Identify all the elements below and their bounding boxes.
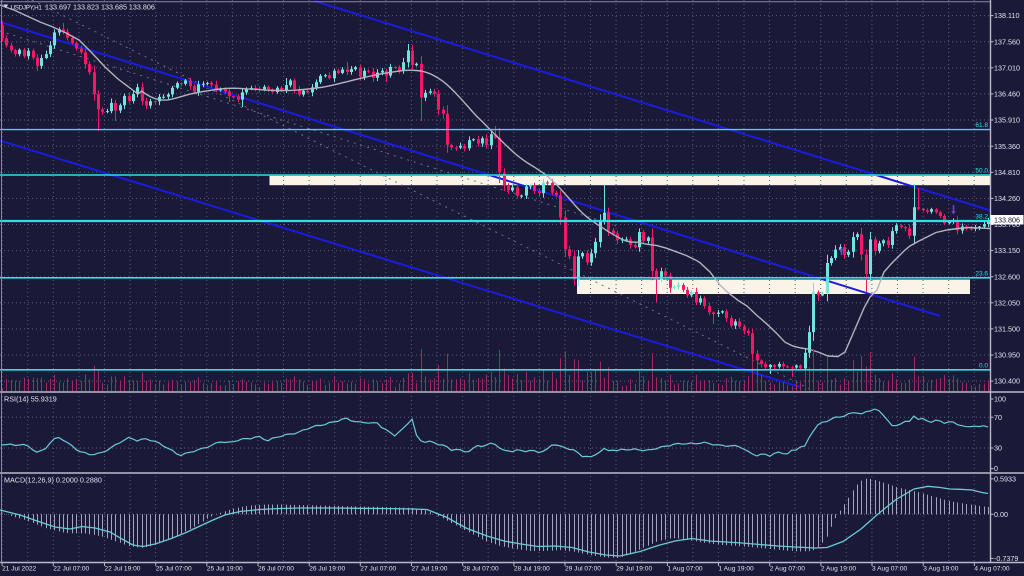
svg-text:26 Jul 07:00: 26 Jul 07:00 [258,566,294,573]
svg-text:61.8: 61.8 [975,122,988,129]
svg-text:130.400: 130.400 [994,377,1020,386]
svg-text:0.5933: 0.5933 [994,474,1016,483]
svg-text:38.2: 38.2 [975,214,988,221]
svg-text:138.110: 138.110 [994,11,1019,20]
svg-text:2 Aug 19:00: 2 Aug 19:00 [821,566,857,573]
svg-text:28 Jul 19:00: 28 Jul 19:00 [514,566,550,573]
svg-text:132.600: 132.600 [994,272,1020,281]
svg-text:2 Aug 07:00: 2 Aug 07:00 [770,566,806,573]
svg-text:133.697 133.823 133.685 133.80: 133.697 133.823 133.685 133.806 [45,3,155,12]
svg-text:3 Aug 07:00: 3 Aug 07:00 [872,566,908,573]
svg-text:50.0: 50.0 [975,168,988,175]
svg-text:4 Aug 07:00: 4 Aug 07:00 [974,566,1010,573]
svg-text:0.00: 0.00 [994,510,1008,519]
svg-text:21 Jul 2022: 21 Jul 2022 [2,566,36,573]
svg-text:RSI(14) 55.9319: RSI(14) 55.9319 [4,395,57,404]
svg-text:28 Jul 07:00: 28 Jul 07:00 [463,566,499,573]
svg-text:MACD(12,26,9) 0.2000 0.2880: MACD(12,26,9) 0.2000 0.2880 [4,476,102,485]
svg-text:25 Jul 19:00: 25 Jul 19:00 [207,566,243,573]
svg-text:70: 70 [994,413,1002,422]
svg-text:135.910: 135.910 [994,116,1020,125]
svg-text:29 Jul 07:00: 29 Jul 07:00 [565,566,601,573]
svg-text:26 Jul 19:00: 26 Jul 19:00 [309,566,345,573]
svg-text:133.700: 133.700 [994,220,1020,229]
svg-text:-0.7379: -0.7379 [994,554,1018,563]
svg-text:USDJPY,H1: USDJPY,H1 [11,5,43,12]
svg-text:25 Jul 07:00: 25 Jul 07:00 [156,566,192,573]
svg-text:22 Jul 19:00: 22 Jul 19:00 [105,566,141,573]
svg-text:22 Jul 07:00: 22 Jul 07:00 [53,566,89,573]
svg-text:134.810: 134.810 [994,168,1020,177]
svg-text:1 Aug 07:00: 1 Aug 07:00 [667,566,703,573]
svg-text:29 Jul 19:00: 29 Jul 19:00 [616,566,652,573]
svg-text:27 Jul 19:00: 27 Jul 19:00 [412,566,448,573]
svg-text:27 Jul 07:00: 27 Jul 07:00 [360,566,396,573]
svg-text:137.560: 137.560 [994,37,1020,46]
svg-text:0: 0 [994,464,998,473]
svg-text:137.010: 137.010 [994,63,1020,72]
svg-text:130.950: 130.950 [994,351,1020,360]
svg-text:135.360: 135.360 [994,142,1020,151]
svg-text:134.260: 134.260 [994,194,1020,203]
svg-text:100: 100 [994,395,1006,404]
svg-text:0.0: 0.0 [979,363,988,370]
svg-text:23.6: 23.6 [975,270,988,277]
svg-text:132.050: 132.050 [994,298,1020,307]
svg-text:30: 30 [994,444,1002,453]
svg-text:136.460: 136.460 [994,90,1020,99]
svg-text:1 Aug 19:00: 1 Aug 19:00 [719,566,755,573]
svg-text:3 Aug 19:00: 3 Aug 19:00 [923,566,959,573]
svg-text:131.500: 131.500 [994,325,1020,334]
svg-text:133.806: 133.806 [994,215,1020,224]
svg-text:133.150: 133.150 [994,246,1020,255]
